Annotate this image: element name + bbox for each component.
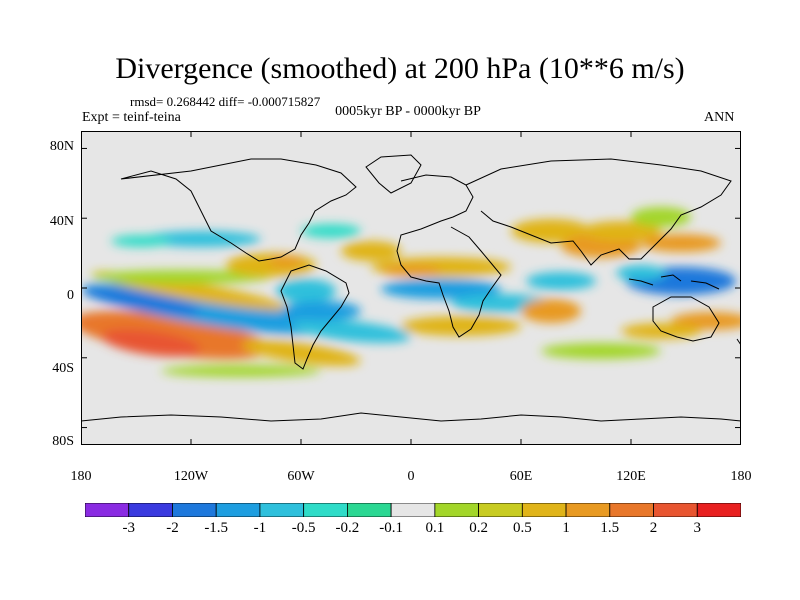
lon-label-60e: 60E [509,469,533,484]
colorbar-swatch [346,503,392,517]
colorbar-swatch [521,503,567,517]
period-label: 0005kyr BP - 0000kyr BP [335,104,481,119]
colorbar-label: -0.5 [291,520,316,536]
colorbar-swatch [128,503,173,517]
colorbar-swatch [565,503,611,517]
lon-label-0: 0 [407,469,415,484]
lon-label-180e: 180 [730,469,752,484]
colorbar-swatch [609,503,654,517]
colorbar-label: -1.5 [204,520,229,536]
lat-label-80n: 80N [49,139,74,154]
divergence-field [81,207,741,377]
colorbar-label: -0.1 [379,520,403,536]
colorbar-swatch [259,503,305,517]
colorbar [85,503,741,517]
lat-label-80s: 80S [52,434,74,449]
experiment-label: Expt = teinf-teina [82,110,181,125]
colorbar-label: -3 [122,520,135,536]
divergence-map [81,131,741,445]
lat-label-40s: 40S [52,361,74,376]
colorbar-swatch [653,503,698,517]
colorbar-label: 2 [649,520,658,536]
colorbar-label: -1 [253,520,267,536]
lat-label-eq: 0 [67,288,74,303]
lon-label-180w: 180 [70,469,92,484]
plot-title: Divergence (smoothed) at 200 hPa (10**6 … [115,52,685,85]
season-label: ANN [704,110,735,125]
colorbar-swatch [696,503,741,517]
lat-label-40n: 40N [49,214,74,229]
colorbar-label: -0.2 [335,520,360,536]
colorbar-swatch [478,503,523,517]
colorbar-label: -2 [166,520,179,536]
colorbar-label: 1 [562,520,570,536]
stats-label: rmsd= 0.268442 diff= -0.000715827 [130,94,321,109]
lon-label-120w: 120W [173,469,209,484]
colorbar-swatch [303,503,348,517]
colorbar-label: 1.5 [600,520,620,536]
colorbar-swatch [85,503,130,517]
coastlines [81,154,741,422]
lon-label-120e: 120E [616,469,646,484]
colorbar-swatch [434,503,480,517]
colorbar-label: 0.5 [512,520,532,536]
colorbar-swatch [172,503,217,517]
colorbar-swatch [215,503,261,517]
colorbar-label: 3 [693,520,702,536]
colorbar-label: 0.2 [469,520,488,536]
colorbar-label: 0.1 [425,520,445,536]
colorbar-swatch [390,503,436,517]
lon-label-60w: 60W [287,469,315,484]
